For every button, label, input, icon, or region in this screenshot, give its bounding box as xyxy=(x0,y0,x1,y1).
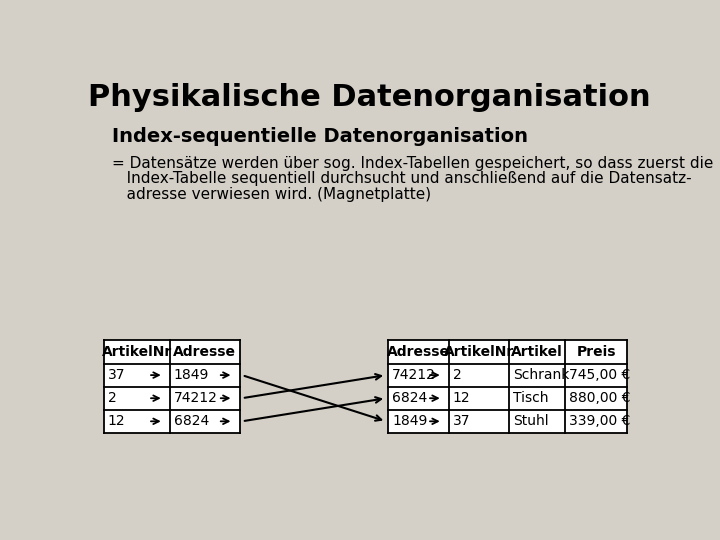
Text: 1849: 1849 xyxy=(392,414,428,428)
Text: adresse verwiesen wird. (Magnetplatte): adresse verwiesen wird. (Magnetplatte) xyxy=(112,187,431,201)
Text: 74212: 74212 xyxy=(392,368,436,382)
Text: Adresse: Adresse xyxy=(174,345,236,359)
Text: ArtikelNr: ArtikelNr xyxy=(444,345,514,359)
Text: 2: 2 xyxy=(453,368,462,382)
Bar xyxy=(388,340,627,433)
Text: 37: 37 xyxy=(108,368,125,382)
Text: Tisch: Tisch xyxy=(513,391,549,405)
Text: Schrank: Schrank xyxy=(513,368,570,382)
Text: ArtikelNr: ArtikelNr xyxy=(102,345,172,359)
Text: 12: 12 xyxy=(108,414,125,428)
Text: Physikalische Datenorganisation: Physikalische Datenorganisation xyxy=(88,83,650,112)
Text: Index-Tabelle sequentiell durchsucht und anschließend auf die Datensatz-: Index-Tabelle sequentiell durchsucht und… xyxy=(112,171,691,186)
Text: 6824: 6824 xyxy=(174,414,209,428)
Text: 745,00 €: 745,00 € xyxy=(569,368,630,382)
Text: 6824: 6824 xyxy=(392,391,428,405)
Text: Preis: Preis xyxy=(576,345,616,359)
Bar xyxy=(104,340,240,433)
Text: Index-sequentielle Datenorganisation: Index-sequentielle Datenorganisation xyxy=(112,127,528,146)
Text: Stuhl: Stuhl xyxy=(513,414,549,428)
Text: 12: 12 xyxy=(453,391,470,405)
Text: 37: 37 xyxy=(453,414,470,428)
Text: Adresse: Adresse xyxy=(387,345,450,359)
Text: 74212: 74212 xyxy=(174,391,217,405)
Text: 1849: 1849 xyxy=(174,368,209,382)
Text: 880,00 €: 880,00 € xyxy=(569,391,631,405)
Text: 2: 2 xyxy=(108,391,117,405)
Text: 339,00 €: 339,00 € xyxy=(569,414,630,428)
Text: Artikel: Artikel xyxy=(511,345,563,359)
Text: = Datensätze werden über sog. Index-Tabellen gespeichert, so dass zuerst die: = Datensätze werden über sog. Index-Tabe… xyxy=(112,156,713,171)
